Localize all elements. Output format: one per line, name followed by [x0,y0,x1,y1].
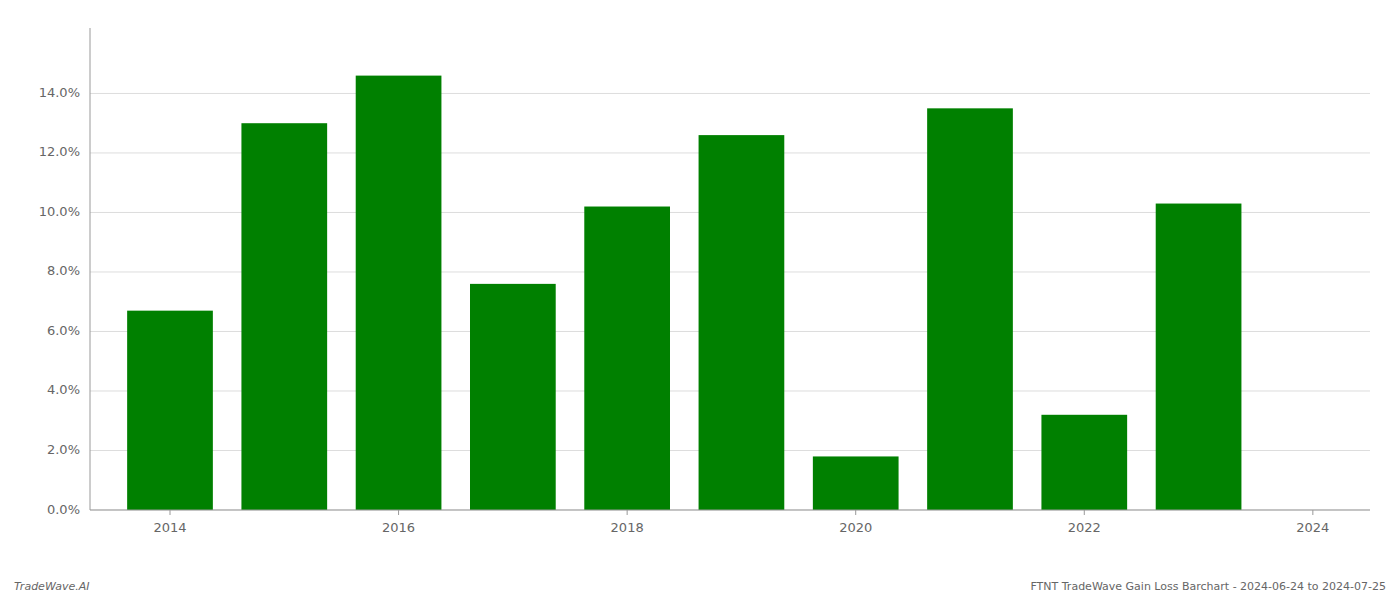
y-tick-label: 12.0% [39,144,80,159]
x-tick-label: 2014 [153,520,186,535]
x-tick-label: 2016 [382,520,415,535]
bar [241,123,327,510]
footer-right: FTNT TradeWave Gain Loss Barchart - 2024… [1030,580,1386,593]
y-tick-label: 8.0% [47,263,80,278]
bar [584,207,670,510]
x-tick [855,510,856,515]
x-tick [627,510,628,515]
grid-line [90,93,1370,94]
bar [127,311,213,510]
y-tick-label: 2.0% [47,442,80,457]
x-tick [1312,510,1313,515]
x-tick [170,510,171,515]
bar [699,135,785,510]
chart-container: 0.0%2.0%4.0%6.0%8.0%10.0%12.0%14.0%20142… [0,0,1400,600]
x-tick-label: 2020 [839,520,872,535]
y-tick-label: 6.0% [47,323,80,338]
x-tick-label: 2022 [1068,520,1101,535]
chart-svg: 0.0%2.0%4.0%6.0%8.0%10.0%12.0%14.0%20142… [0,0,1400,600]
x-tick [1084,510,1085,515]
bar [470,284,556,510]
y-tick-label: 14.0% [39,85,80,100]
bar [356,76,442,510]
y-tick-label: 4.0% [47,382,80,397]
bar [1041,415,1127,510]
bar [813,456,899,510]
y-axis-line [90,28,91,510]
grid-line [90,510,1370,511]
x-tick [398,510,399,515]
y-tick-label: 10.0% [39,204,80,219]
x-tick-label: 2024 [1296,520,1329,535]
bars [127,76,1241,510]
x-tick-labels: 2014 2016 2018 2020 2022 2024 [153,510,1329,535]
y-tick-labels: 0.0% 2.0% 4.0% 6.0% 8.0% 10.0% 12.0% 14.0% [39,85,80,517]
x-axis-line [90,510,1370,511]
y-tick-label: 0.0% [47,502,80,517]
y-grid [90,93,1370,510]
bar [1156,204,1242,510]
bar [927,108,1013,510]
footer-left: TradeWave.AI [14,580,89,593]
x-tick-label: 2018 [611,520,644,535]
